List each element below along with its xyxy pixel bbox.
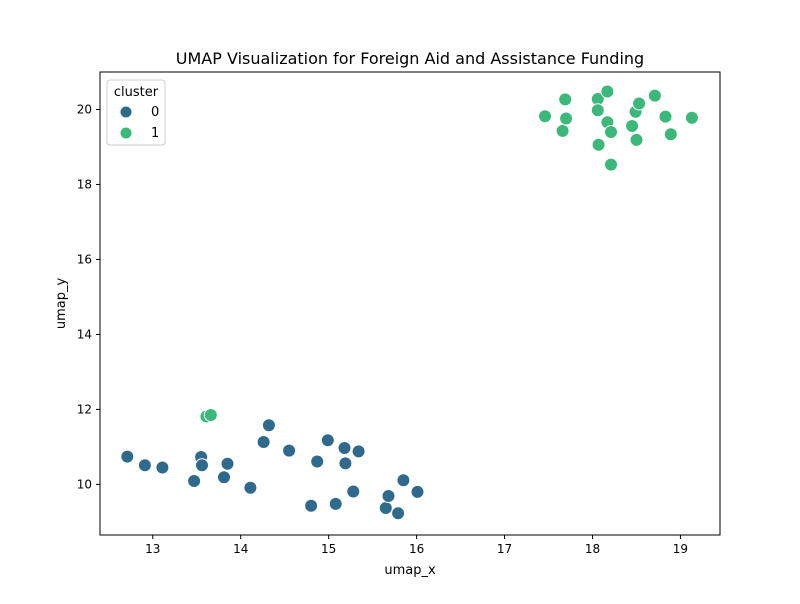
data-point-cluster-0 [282, 443, 297, 458]
data-point-cluster-0 [328, 496, 343, 511]
y-tick-label: 14 [77, 327, 92, 341]
data-point-cluster-0 [378, 501, 393, 515]
data-point-cluster-1 [629, 132, 644, 147]
data-point-cluster-1 [203, 408, 218, 422]
data-point-cluster-0 [243, 480, 258, 495]
data-point-cluster-0 [381, 489, 396, 503]
x-tick-label: 15 [321, 542, 336, 556]
y-tick-label: 20 [77, 102, 92, 116]
data-point-cluster-0 [351, 444, 366, 459]
data-point-cluster-0 [137, 458, 152, 473]
data-point-cluster-0 [346, 484, 361, 499]
data-point-cluster-1 [604, 125, 618, 139]
data-point-cluster-1 [558, 92, 573, 107]
points-layer [120, 84, 699, 521]
data-point-cluster-1 [555, 123, 570, 138]
legend-marker-1 [119, 126, 133, 140]
data-point-cluster-0 [304, 498, 319, 513]
legend-label-1: 1 [151, 126, 159, 141]
y-axis-label: umap_y [54, 278, 69, 330]
legend-marker-0 [119, 105, 133, 119]
data-point-cluster-1 [600, 84, 615, 99]
x-axis-label: umap_x [384, 563, 436, 578]
data-point-cluster-1 [591, 137, 606, 152]
y-tick-label: 18 [77, 177, 92, 191]
data-point-cluster-0 [256, 435, 271, 449]
x-tick-label: 13 [145, 542, 160, 556]
data-point-cluster-0 [261, 418, 276, 433]
data-point-cluster-1 [632, 96, 647, 111]
data-point-cluster-1 [590, 103, 605, 118]
plot-frame [99, 71, 721, 536]
data-point-cluster-1 [658, 109, 673, 124]
data-point-cluster-0 [217, 470, 231, 485]
data-point-cluster-0 [187, 474, 202, 488]
x-tick-label: 19 [673, 542, 688, 556]
data-point-cluster-0 [155, 460, 170, 475]
data-point-cluster-1 [663, 127, 678, 142]
chart-title: UMAP Visualization for Foreign Aid and A… [176, 49, 644, 68]
data-point-cluster-0 [195, 458, 209, 473]
data-point-cluster-1 [538, 109, 552, 124]
data-point-cluster-0 [391, 506, 406, 521]
y-tick-label: 12 [77, 402, 92, 416]
data-point-cluster-0 [310, 454, 325, 469]
data-point-cluster-0 [120, 449, 135, 464]
y-tick-label: 10 [77, 477, 92, 491]
data-point-cluster-1 [684, 110, 699, 125]
data-point-cluster-0 [410, 484, 425, 499]
data-point-cluster-0 [320, 433, 335, 448]
x-tick-label: 16 [409, 542, 424, 556]
data-point-cluster-0 [220, 456, 235, 471]
y-tick-label: 16 [77, 252, 92, 266]
legend-label-0: 0 [151, 105, 159, 120]
legend: cluster 0 1 [106, 79, 166, 146]
x-tick-label: 18 [585, 542, 600, 556]
x-tick-label: 17 [497, 542, 512, 556]
data-point-cluster-0 [338, 456, 353, 471]
plot-background [100, 72, 720, 535]
x-tick-label: 14 [233, 542, 248, 556]
data-point-cluster-1 [604, 157, 618, 172]
data-point-cluster-0 [337, 441, 352, 455]
data-point-cluster-1 [625, 119, 640, 133]
data-point-cluster-1 [647, 88, 662, 103]
data-point-cluster-0 [396, 473, 411, 488]
legend-title: cluster [114, 85, 159, 100]
data-point-cluster-1 [559, 111, 574, 126]
